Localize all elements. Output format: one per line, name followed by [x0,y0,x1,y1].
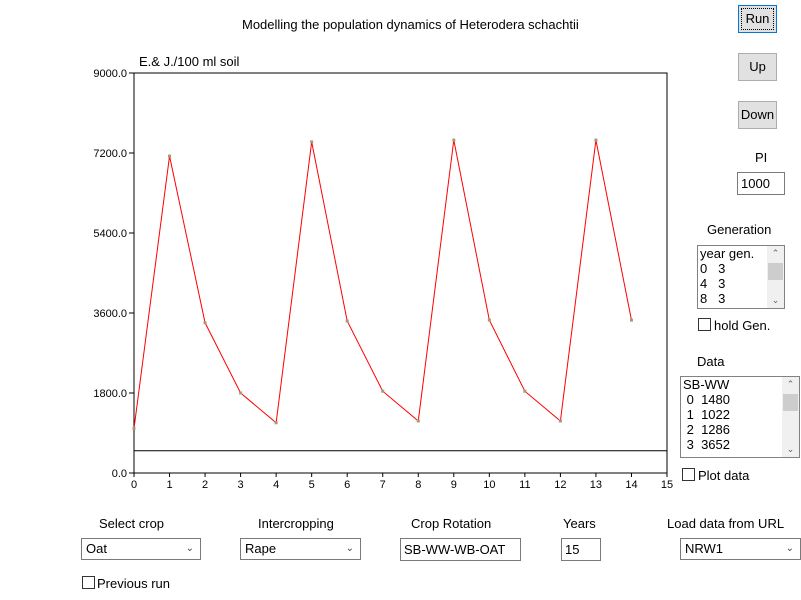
plot-data-checkbox[interactable] [682,468,695,481]
intercropping-dropdown[interactable]: Rape ⌄ [240,538,361,560]
load-url-label: Load data from URL [667,516,785,531]
y-tick-label: 5400.0 [93,228,127,240]
x-tick-label: 15 [661,479,673,490]
previous-run-label: Previous run [97,576,170,591]
y-axis-label: E.& J./100 ml soil [139,54,240,69]
data-point [274,421,278,425]
generation-label: Generation [707,222,772,237]
list-item: year gen. [700,246,755,261]
series-line [133,140,632,429]
chevron-down-icon: ⌄ [785,543,794,554]
data-point [416,419,420,423]
x-tick-label: 4 [273,479,279,490]
chevron-down-icon: ⌄ [185,543,194,554]
down-button[interactable]: Down [738,101,777,129]
data-point [203,321,207,325]
list-item: 1 1022 [683,407,730,422]
crop-rotation-label: Crop Rotation [411,516,492,531]
select-crop-value: Oat [86,541,107,556]
list-item: SB-WW [683,377,730,392]
data-label: Data [697,354,725,369]
x-tick-label: 7 [380,479,386,490]
crop-rotation-input[interactable]: SB-WW-WB-OAT [400,538,521,561]
scroll-down-icon[interactable]: ⌄ [771,295,780,305]
data-point [345,319,349,323]
load-url-value: NRW1 [685,541,724,556]
x-tick-label: 12 [554,479,566,490]
intercropping-value: Rape [245,541,277,556]
data-point [132,427,136,431]
list-item: 0 3 [700,261,726,276]
data-point [523,389,527,393]
select-crop-label: Select crop [99,516,165,531]
intercropping-label: Intercropping [258,516,334,531]
data-point [239,391,243,395]
run-button[interactable]: Run [738,5,777,33]
scrollbar[interactable]: ⌃ ⌄ [767,246,784,308]
x-tick-label: 6 [344,479,350,490]
x-tick-label: 0 [131,479,137,490]
data-point [381,389,385,393]
x-tick-label: 8 [415,479,421,490]
chevron-down-icon: ⌄ [345,543,354,554]
pi-label: PI [755,150,768,165]
x-tick-label: 2 [202,479,208,490]
years-input[interactable]: 15 [561,538,601,561]
data-point [629,318,633,322]
data-point [594,138,598,142]
list-item: 8 3 [700,291,726,306]
generation-list[interactable]: year gen. 0 3 4 3 8 3 ⌃ ⌄ [697,245,785,309]
app-title: Modelling the population dynamics of Het… [242,17,579,32]
list-item: 2 1286 [683,422,730,437]
scroll-up-icon[interactable]: ⌃ [771,248,780,258]
pi-input[interactable]: 1000 [737,172,785,195]
scrollbar[interactable]: ⌃ ⌄ [782,377,799,457]
x-tick-label: 10 [483,479,495,490]
years-label: Years [563,516,596,531]
plot-frame [133,72,668,474]
list-item: 4 3 [700,276,726,291]
x-tick-label: 5 [309,479,315,490]
up-button[interactable]: Up [738,53,777,81]
y-tick-label: 3600.0 [93,308,127,320]
data-point [487,318,491,322]
x-tick-label: 14 [625,479,637,490]
load-url-dropdown[interactable]: NRW1 ⌄ [680,538,801,560]
x-tick-label: 3 [238,479,244,490]
x-tick-label: 11 [519,479,530,490]
y-tick-label: 0.0 [112,468,127,480]
scroll-down-icon[interactable]: ⌄ [786,444,795,454]
data-point [452,138,456,142]
hold-gen-checkbox[interactable] [698,318,711,331]
data-point [168,154,172,158]
data-list[interactable]: SB-WW 0 1480 1 1022 2 1286 3 3652 ⌃ ⌄ [680,376,800,458]
hold-gen-label: hold Gen. [714,318,771,333]
previous-run-checkbox[interactable] [82,576,95,589]
scroll-up-icon[interactable]: ⌃ [786,379,795,389]
plot-data-label: Plot data [698,468,750,483]
y-tick-label: 7200.0 [93,148,127,160]
data-point [558,419,562,423]
y-tick-label: 1800.0 [93,388,127,400]
x-tick-label: 9 [451,479,457,490]
x-tick-label: 1 [166,479,172,490]
list-item: 3 3652 [683,437,730,452]
select-crop-dropdown[interactable]: Oat ⌄ [81,538,201,560]
y-tick-label: 9000.0 [93,68,127,80]
x-tick-label: 13 [590,479,602,490]
data-point [310,140,314,144]
list-item: 0 1480 [683,392,730,407]
